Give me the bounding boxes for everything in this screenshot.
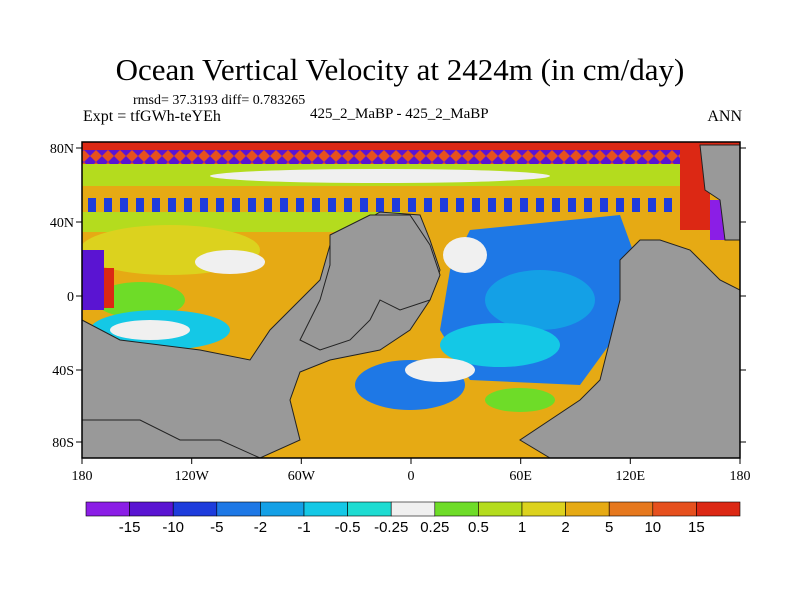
colorbar-label: 0.5: [468, 519, 489, 536]
colorbar-swatch: [390, 501, 436, 517]
land-central: [299, 214, 441, 351]
land-layer: [82, 144, 740, 458]
colorbar-label: 1: [518, 519, 526, 536]
lat-label: 40N: [50, 216, 74, 231]
lon-label: 120W: [175, 469, 210, 484]
west-boundary: [82, 250, 104, 310]
colorbar-swatch: [478, 501, 523, 517]
colorbar-swatch: [347, 501, 392, 517]
colorbar-label: -5: [210, 519, 223, 536]
colorbar-label: -1: [297, 519, 310, 536]
colorbar-label: 15: [688, 519, 705, 536]
colorbar-swatch: [172, 501, 218, 517]
colorbar-label: -2: [254, 519, 267, 536]
colorbar-swatch: [216, 501, 261, 517]
colorbar-label: 2: [561, 519, 569, 536]
north-edge-band: [82, 142, 740, 150]
lon-label: 180: [72, 469, 93, 484]
lat-label: 40S: [52, 364, 74, 379]
colorbar-swatch: [652, 501, 697, 517]
latitude-labels: 80N 40N 0 40S 80S: [50, 142, 74, 451]
west-white-patch: [195, 250, 265, 274]
east-light-blue: [485, 270, 595, 330]
experiment-label: Expt = tfGWh-teYEh: [83, 108, 221, 125]
east-white: [443, 237, 487, 273]
lon-label: 0: [408, 469, 415, 484]
season-label: ANN: [707, 108, 742, 125]
colorbar-swatch: [608, 501, 654, 517]
lat-label: 80N: [50, 142, 74, 157]
land-ne-block: [699, 144, 740, 241]
land-sw-block: [82, 419, 261, 458]
colorbar-label: -0.25: [374, 519, 408, 536]
west-boundary-red: [104, 268, 114, 308]
lon-label: 60E: [509, 469, 532, 484]
lon-label: 120E: [616, 469, 646, 484]
land-eastern: [519, 239, 740, 458]
lon-label: 180: [730, 469, 751, 484]
colorbar-swatch: [521, 501, 566, 517]
colorbar: [85, 501, 741, 517]
east-cyan: [440, 323, 560, 367]
stripe-band: [82, 198, 682, 212]
colorbar-swatch: [303, 501, 348, 517]
lon-label: 60W: [288, 469, 316, 484]
colorbar-label: 5: [605, 519, 613, 536]
page-title: Ocean Vertical Velocity at 2424m (in cm/…: [115, 52, 685, 87]
north-diamond-band: [82, 150, 740, 164]
colorbar-swatch: [129, 501, 174, 517]
stats-label: rmsd= 37.3193 diff= 0.783265: [133, 93, 306, 108]
west-green-patch: [95, 282, 185, 318]
south-green: [485, 388, 555, 412]
tick-marks: [76, 147, 746, 464]
colorbar-label: -0.5: [335, 519, 361, 536]
west-white-patch-2: [110, 320, 190, 340]
colorbar-swatch: [260, 501, 305, 517]
colorbar-label: -10: [162, 519, 184, 536]
subpolar-neutral: [210, 169, 550, 183]
longitude-labels: 180 120W 60W 0 60E 120E 180: [72, 469, 751, 484]
colorbar-swatch: [565, 501, 610, 517]
map-plot-area: [82, 142, 740, 458]
colorbar-label: -15: [119, 519, 141, 536]
colorbar-label: 10: [644, 519, 661, 536]
colorbar-labels: -15 -10 -5 -2 -1 -0.5 -0.25 0.25 0.5 1 2 5 10 15: [119, 519, 705, 536]
colorbar-swatch: [696, 501, 741, 517]
lat-label: 0: [67, 290, 74, 305]
lat-label: 80S: [52, 436, 74, 451]
colorbar-label: 0.25: [420, 519, 449, 536]
colorbar-swatch: [434, 501, 479, 517]
colorbar-swatch: [85, 501, 130, 517]
south-white: [405, 358, 475, 382]
comparison-label: 425_2_MaBP - 425_2_MaBP: [310, 106, 489, 122]
